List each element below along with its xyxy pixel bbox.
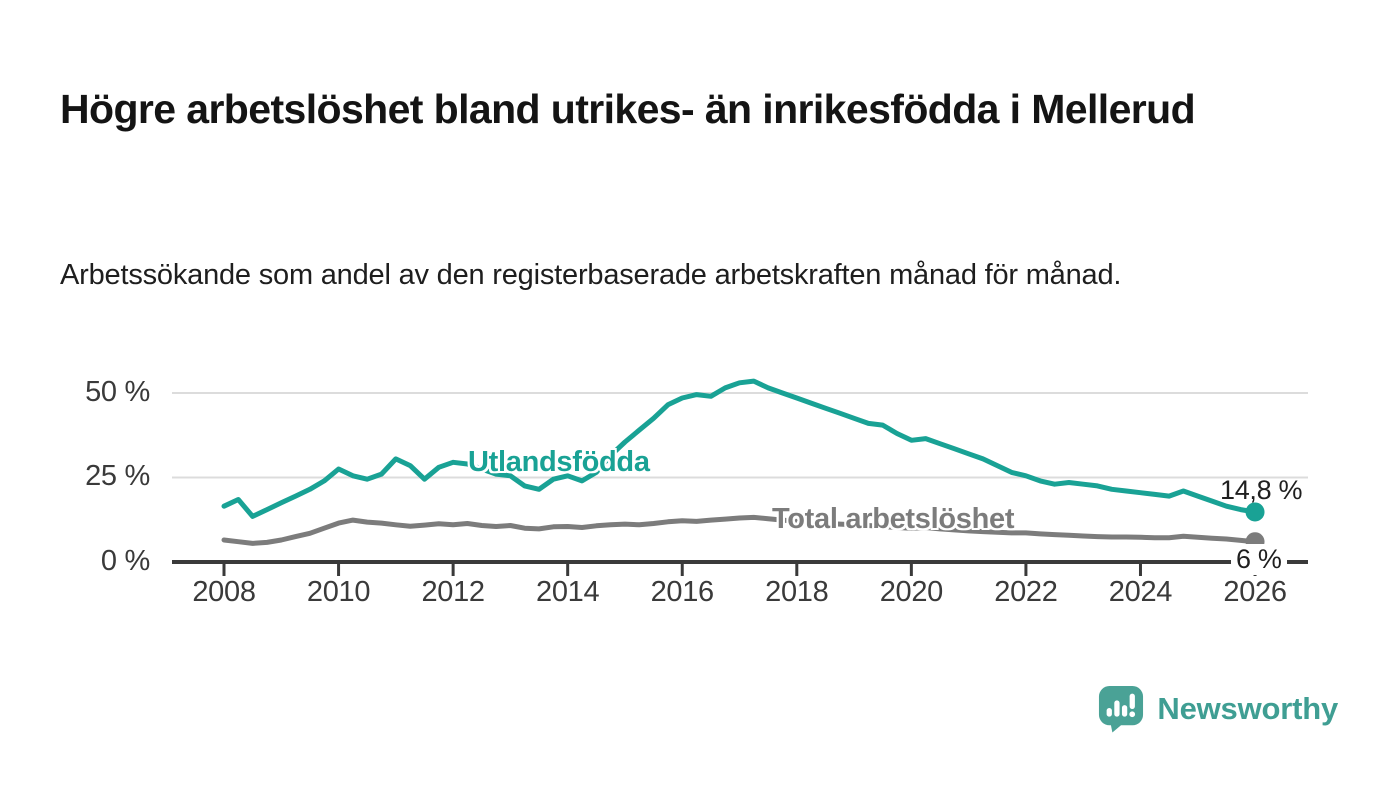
y-axis-label: 0 %	[100, 544, 150, 577]
x-axis-label: 2012	[421, 576, 485, 608]
y-axis-label: 25 %	[85, 460, 150, 493]
x-axis-label: 2022	[994, 576, 1058, 608]
x-axis-label: 2026	[1223, 576, 1287, 608]
chart-subtitle: Arbetssökande som andel av den registerb…	[60, 259, 1122, 291]
newsworthy-logo-icon	[1099, 686, 1144, 733]
series-label-utlandsfodda: Utlandsfödda	[468, 446, 650, 478]
x-axis-label: 2014	[536, 576, 600, 608]
newsworthy-logo: Newsworthy	[1098, 685, 1338, 733]
x-axis-label: 2020	[879, 576, 944, 608]
end-value-label-total: 6 %	[1231, 544, 1287, 575]
series-end-dot-0	[1245, 502, 1265, 522]
x-axis-label: 2008	[192, 576, 256, 608]
end-value-label-utlandsfodda: 14,8 %	[1220, 475, 1303, 505]
x-axis-label: 2024	[1108, 576, 1173, 608]
newsworthy-logo-text: Newsworthy	[1157, 691, 1338, 726]
x-axis-label: 2018	[765, 576, 829, 608]
y-axis-label: 50 %	[85, 375, 150, 408]
series-label-total-arbetsloshet: Total arbetslöshet	[772, 503, 1015, 535]
series-line-1	[221, 514, 1258, 546]
chart-title: Högre arbetslöshet bland utrikes- än inr…	[60, 86, 1196, 133]
x-axis-label: 2016	[650, 576, 715, 608]
series-line-0	[221, 378, 1258, 519]
x-axis-label: 2010	[306, 576, 371, 608]
